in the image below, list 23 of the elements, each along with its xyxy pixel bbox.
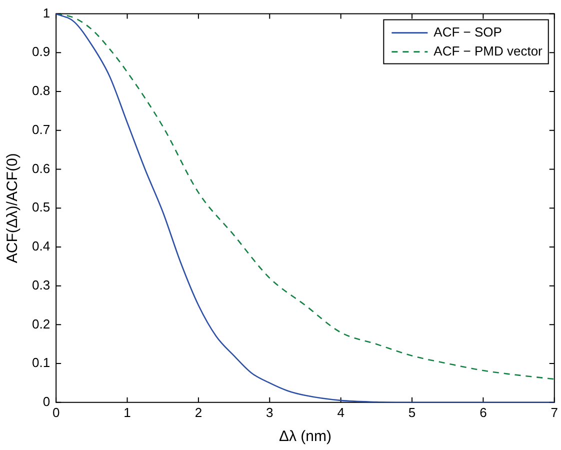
- y-tick-label: 0.4: [32, 238, 50, 254]
- y-axis-title: ACF(Δλ)/ACF(0): [4, 153, 22, 264]
- x-tick-label: 5: [408, 404, 416, 420]
- x-tick-label: 1: [124, 404, 131, 420]
- y-tick-label: 0.8: [32, 83, 50, 98]
- y-tick-label: 1: [42, 5, 50, 20]
- y-tick-label: 0.7: [32, 122, 50, 137]
- x-tick-label: 2: [194, 404, 202, 420]
- legend-label: ACF − SOP: [434, 24, 502, 40]
- y-tick-label: 0.1: [32, 355, 50, 370]
- y-tick-label: 0.3: [32, 277, 50, 292]
- x-tick-label: 3: [266, 404, 274, 420]
- y-tick-label: 0.5: [32, 200, 50, 215]
- x-axis-title: Δλ (nm): [278, 428, 332, 446]
- x-tick-label: 0: [52, 404, 60, 420]
- y-tick-label: 0.2: [32, 316, 50, 332]
- x-tick-label: 7: [550, 404, 558, 420]
- x-tick-label: 6: [480, 404, 487, 420]
- y-tick-label: 0.6: [32, 160, 50, 176]
- legend-label: ACF − PMD vector: [434, 43, 544, 58]
- x-tick-label: 4: [337, 404, 344, 420]
- y-tick-label: 0: [42, 394, 50, 409]
- y-tick-label: 0.9: [32, 44, 50, 60]
